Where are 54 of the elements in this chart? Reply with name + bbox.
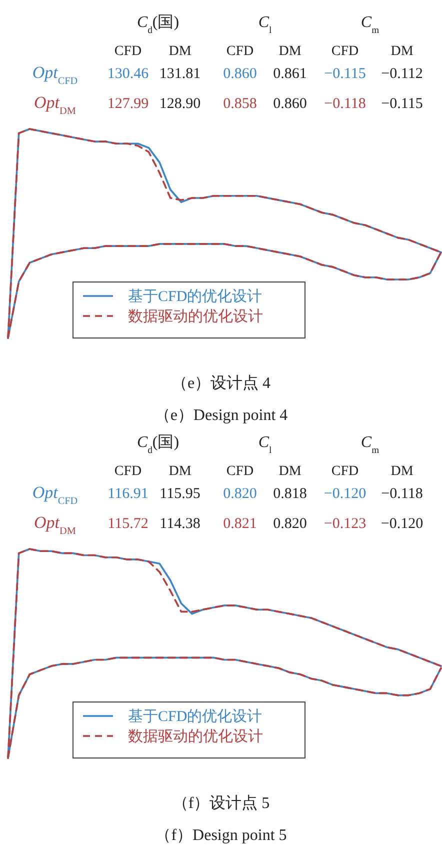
text: C$_{d}$(国) [136,434,180,456]
legend-label: 数据驱动的优化设计 [128,728,263,745]
text: C$_{m}$ [360,14,380,36]
text: （f）Design point 5 [155,827,287,844]
text: −0.118 [381,486,423,502]
text: −0.120 [380,516,424,532]
text: CFD [331,44,359,59]
text: CFD [226,44,254,59]
text: DM [168,44,192,59]
text: 0.820 [273,516,307,532]
text: CFD [114,44,142,59]
text: （f）设计点 5 [172,794,270,812]
legend-label: 基于CFD的优化设计 [128,708,262,725]
text: 0.860 [223,66,257,82]
text: Opt$_{DM}$ [34,93,76,116]
text: −0.115 [324,66,366,82]
text: DM [278,464,302,479]
text: CFD [226,464,254,479]
text: DM [390,464,414,479]
text: C$_{l}$ [258,434,272,456]
text: −0.115 [381,96,423,112]
text: −0.112 [381,66,423,82]
text: C$_{d}$(国) [136,14,180,36]
text: CFD [331,464,359,479]
text: Opt$_{DM}$ [34,513,76,536]
text: 0.820 [223,486,257,502]
text: Opt$_{CFD}$ [32,483,78,506]
text: DM [390,44,414,59]
text: −0.120 [324,486,366,502]
text: 114.38 [160,516,200,532]
text: DM [278,44,302,59]
text: Opt$_{CFD}$ [32,63,78,86]
text: 0.818 [273,486,307,502]
text: 127.99 [107,96,149,112]
text: 115.72 [108,516,148,532]
text: 0.860 [273,96,307,112]
text: 0.858 [223,96,257,112]
text: DM [168,464,192,479]
text: （e）设计点 4 [171,374,271,392]
text: 130.46 [107,66,150,82]
legend-label: 基于CFD的优化设计 [128,288,262,305]
text: 131.81 [159,66,201,82]
text: −0.123 [324,516,366,532]
legend-label: 数据驱动的优化设计 [128,308,263,325]
text: 115.95 [160,486,200,502]
text: 128.90 [159,96,201,112]
text: 0.861 [273,66,307,82]
text: C$_{m}$ [360,434,380,456]
text: C$_{l}$ [258,14,272,36]
text: 0.821 [223,516,257,532]
text: CFD [114,464,142,479]
text: 116.91 [108,486,148,502]
text: （e）Design point 4 [154,407,288,424]
text: −0.118 [324,96,366,112]
